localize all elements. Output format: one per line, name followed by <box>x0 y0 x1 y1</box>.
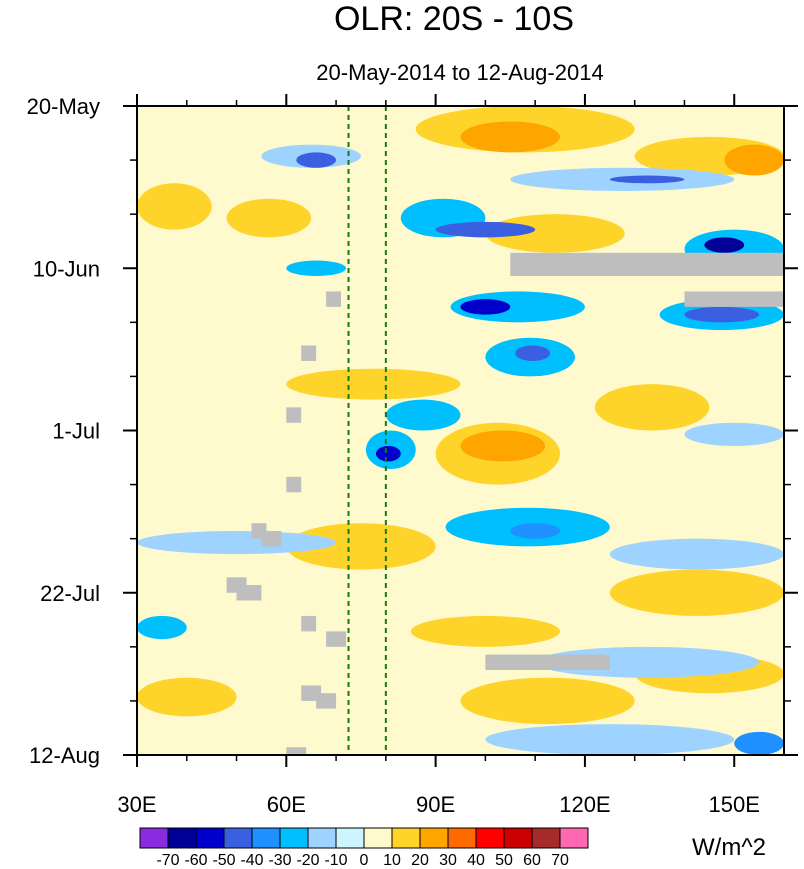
missing-data-block-10 <box>301 615 317 632</box>
missing-data-block-0 <box>510 252 784 276</box>
olr-anomaly-region-14 <box>609 569 785 616</box>
y-tick-label-0: 20-May <box>27 94 100 119</box>
colorbar-level-label-11: 40 <box>467 852 485 869</box>
y-tick-label-4: 12-Aug <box>29 743 100 768</box>
colorbar-level-label-10: 30 <box>439 852 457 869</box>
x-tick-label-1: 60E <box>267 792 306 817</box>
colorbar-swatch-3 <box>223 827 253 849</box>
x-tick-label-4: 150E <box>709 792 760 817</box>
olr-anomaly-region-40 <box>609 538 785 570</box>
missing-data-block-11 <box>326 631 347 647</box>
plot-area <box>137 106 785 755</box>
olr-anomaly-region-16 <box>460 677 635 725</box>
colorbar-swatch-13 <box>503 827 533 849</box>
olr-anomaly-region-28 <box>450 291 585 323</box>
colorbar-swatch-8 <box>363 827 393 849</box>
colorbar-level-label-1: -60 <box>184 852 207 869</box>
olr-anomaly-region-39 <box>137 530 337 555</box>
olr-anomaly-region-43 <box>485 724 735 755</box>
colorbar-level-label-4: -30 <box>268 852 291 869</box>
missing-data-block-14 <box>316 693 337 709</box>
missing-data-block-15 <box>286 747 307 755</box>
olr-anomaly-region-12 <box>594 384 710 431</box>
olr-anomaly-region-29 <box>460 299 511 315</box>
x-tick-label-3: 120E <box>559 792 610 817</box>
olr-anomaly-region-2 <box>137 183 212 230</box>
colorbar-level-label-12: 50 <box>495 852 513 869</box>
missing-data-block-7 <box>261 530 282 547</box>
colorbar-swatch-12 <box>475 827 505 849</box>
missing-data-block-12 <box>485 654 610 671</box>
y-tick-label-3: 22-Jul <box>40 581 100 606</box>
colorbar-level-label-2: -50 <box>212 852 235 869</box>
olr-anomaly-region-13 <box>286 523 436 570</box>
olr-anomaly-region-6 <box>485 214 625 253</box>
colorbar-swatch-2 <box>195 827 225 849</box>
y-tick-label-2: 1-Jul <box>52 419 100 444</box>
olr-anomaly-region-10 <box>460 430 546 462</box>
colorbar-unit-label: W/m^2 <box>692 834 766 861</box>
olr-anomaly-region-5 <box>460 121 561 153</box>
colorbar-swatch-11 <box>447 827 477 849</box>
colorbar-level-label-13: 60 <box>523 852 541 869</box>
missing-data-block-2 <box>326 291 342 307</box>
colorbar-swatch-4 <box>251 827 281 849</box>
olr-anomaly-region-31 <box>684 306 760 323</box>
colorbar-swatch-5 <box>279 827 309 849</box>
chart-subtitle: 20-May-2014 to 12-Aug-2014 <box>316 60 603 85</box>
olr-anomaly-region-36 <box>375 445 401 462</box>
colorbar-level-label-8: 10 <box>383 852 401 869</box>
olr-anomaly-region-41 <box>684 422 784 446</box>
colorbar-swatch-10 <box>419 827 449 849</box>
x-tick-label-0: 30E <box>117 792 156 817</box>
missing-data-block-1 <box>684 291 784 307</box>
colorbar: -70 -60 -50 -40 -30 -20 -10 0 10 20 30 40 50 60 70 <box>139 827 589 869</box>
olr-anomaly-region-24 <box>609 175 685 184</box>
missing-data-block-4 <box>286 407 302 423</box>
axes: 30E 60E 90E 120E 150E 20-May 10-Jun 1-Jul 22-Jul… <box>27 94 798 817</box>
olr-anomaly-region-18 <box>137 677 237 717</box>
chart-title: OLR: 20S - 10S <box>334 0 574 38</box>
olr-anomaly-region-15 <box>410 615 561 647</box>
olr-anomaly-region-3 <box>226 198 312 238</box>
olr-anomaly-region-22 <box>435 221 536 238</box>
olr-anomaly-region-11 <box>286 368 461 400</box>
missing-data-block-9 <box>236 585 262 601</box>
colorbar-level-label-3: -40 <box>240 852 263 869</box>
olr-anomaly-region-33 <box>515 345 551 361</box>
colorbar-swatch-14 <box>531 827 561 849</box>
colorbar-level-label-0: -70 <box>156 852 179 869</box>
colorbar-level-label-7: 0 <box>360 852 369 869</box>
colorbar-swatch-6 <box>307 827 337 849</box>
olr-anomaly-region-34 <box>385 399 461 431</box>
colorbar-swatch-15 <box>559 827 589 849</box>
colorbar-level-label-6: -10 <box>324 852 347 869</box>
reference-lines <box>347 106 387 755</box>
missing-data-block-3 <box>301 345 317 361</box>
olr-anomaly-region-45 <box>137 615 187 640</box>
olr-anomaly-region-20 <box>296 152 337 168</box>
colorbar-swatch-0 <box>139 827 169 849</box>
missing-data-block-5 <box>286 476 302 493</box>
olr-anomaly-region-27 <box>286 260 347 276</box>
colorbar-level-label-14: 70 <box>551 852 569 869</box>
x-tick-label-2: 90E <box>416 792 455 817</box>
colorbar-swatch-1 <box>167 827 197 849</box>
olr-anomaly-region-38 <box>510 523 561 539</box>
colorbar-swatch-7 <box>335 827 365 849</box>
colorbar-swatch-9 <box>391 827 421 849</box>
olr-anomaly-region-8 <box>724 144 785 176</box>
colorbar-level-label-5: -20 <box>296 852 319 869</box>
olr-anomaly-region-26 <box>704 237 745 253</box>
y-tick-label-1: 10-Jun <box>33 256 100 281</box>
olr-anomaly-region-44 <box>734 731 784 755</box>
colorbar-level-label-9: 20 <box>411 852 429 869</box>
